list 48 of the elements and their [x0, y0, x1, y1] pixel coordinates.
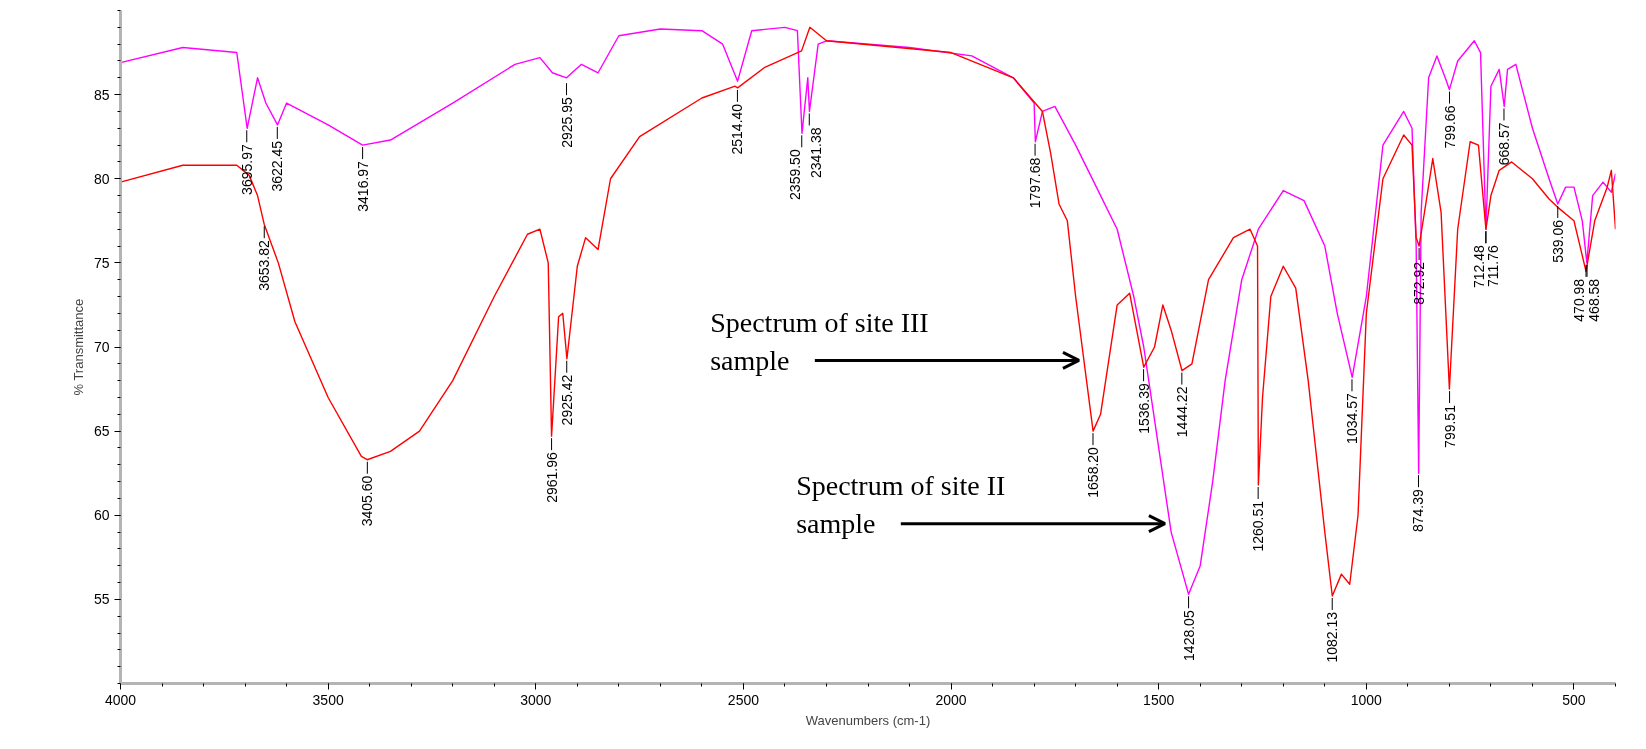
x-tick-label: 3500 — [312, 691, 344, 708]
annotation: 2341.38 — [808, 127, 825, 179]
x-tick-label: 1000 — [1350, 691, 1383, 708]
annotation: 874.39 — [1410, 488, 1427, 533]
annotation: 3695.97 — [238, 144, 255, 195]
annotation: Spectrum of site II sample — [796, 470, 1006, 540]
x-axis-title: Wavenumbers (cm-1) — [805, 712, 931, 728]
annotation: 2961.96 — [543, 451, 560, 503]
annotation: 1034.57 — [1343, 393, 1360, 444]
annotation: 799.51 — [1441, 404, 1458, 448]
annotation: 539.06 — [1549, 219, 1566, 263]
x-tick-label: 3000 — [520, 691, 552, 708]
annotation: 1260.51 — [1250, 500, 1267, 552]
annotation: 712.48 — [1470, 245, 1487, 289]
annotation: 2925.95 — [558, 96, 575, 148]
annotation: 668.57 — [1495, 122, 1512, 166]
y-tick-label: 75 — [93, 254, 110, 271]
annotation: 1658.20 — [1085, 446, 1101, 498]
annotation: 799.66 — [1441, 105, 1458, 149]
annotation: 872.92 — [1411, 261, 1428, 305]
annotation: 470.98 — [1571, 278, 1588, 322]
annotation: 1444.22 — [1173, 386, 1190, 438]
annotation: 2359.50 — [786, 149, 803, 200]
annotation: 3416.97 — [354, 160, 371, 212]
y-tick-label: 70 — [93, 339, 110, 355]
x-tick-label: 500 — [1562, 691, 1586, 708]
y-tick-label: 80 — [93, 170, 110, 187]
x-tick-label: 2500 — [727, 691, 760, 708]
annotation: 468.58 — [1586, 278, 1603, 322]
annotation: 1797.68 — [1027, 157, 1044, 209]
x-tick-label: 2000 — [935, 691, 967, 708]
annotation: 2514.40 — [729, 103, 746, 155]
annotation: 3653.82 — [256, 239, 273, 291]
x-tick-label: 1500 — [1143, 691, 1175, 708]
annotation: 1428.05 — [1180, 610, 1197, 661]
annotation: 711.76 — [1485, 245, 1502, 288]
annotation: 3622.45 — [269, 140, 286, 192]
y-tick-label: 55 — [93, 591, 110, 608]
y-tick-label: 60 — [93, 507, 110, 524]
annotation: 1536.39 — [1135, 382, 1152, 434]
y-tick-label: 85 — [93, 86, 110, 103]
annotation: 3405.60 — [359, 475, 376, 527]
annotation: 1082.13 — [1324, 611, 1341, 663]
y-axis-title: % Transmittance — [70, 298, 86, 396]
annotation: Spectrum of site III sample — [710, 306, 929, 376]
annotation: 2925.42 — [558, 374, 575, 426]
y-tick-label: 65 — [93, 423, 110, 440]
x-tick-label: 4000 — [104, 691, 137, 708]
